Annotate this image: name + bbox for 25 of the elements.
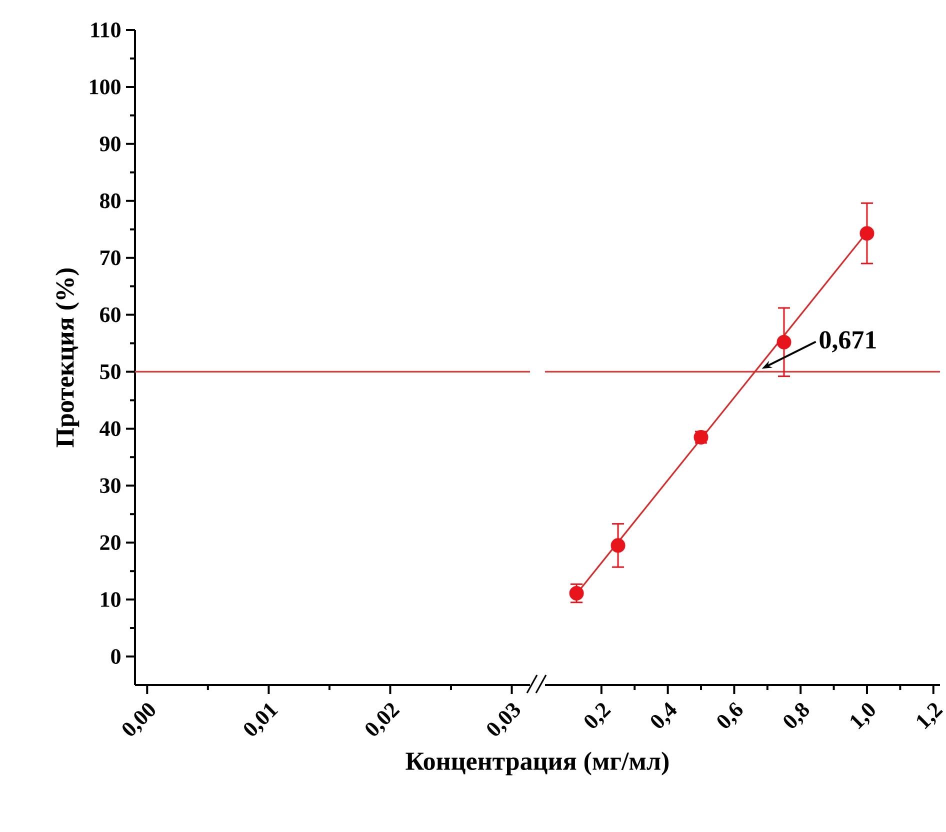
y-tick-label: 10 — [101, 592, 120, 607]
x-axis-title: Концентрация (мг/мл) — [406, 752, 669, 776]
x-tick-label: 0,03 — [487, 703, 520, 736]
y-tick-label: 80 — [100, 193, 120, 208]
x-tick-label: 0,4 — [651, 702, 677, 728]
x-tick-label: 0,8 — [784, 702, 810, 728]
y-tick-label: 110 — [91, 22, 120, 38]
y-tick-label: 50 — [100, 364, 120, 380]
x-tick-label: 1,0 — [850, 703, 875, 730]
x-tick-label: 0,2 — [584, 703, 612, 728]
x-tick-label: 1,2 — [916, 703, 943, 730]
x-tick-label: 0,6 — [717, 702, 743, 728]
x-tick-label: 0,02 — [366, 703, 400, 736]
x-tick-label: 0,01 — [244, 703, 278, 736]
annotation: 0,671 — [820, 331, 876, 352]
y-tick-label: 20 — [100, 535, 120, 550]
y-axis-title: Протекция (%) — [56, 268, 80, 448]
y-tick-label: 60 — [100, 307, 120, 322]
y-tick-label: 40 — [100, 421, 120, 436]
y-tick-label: 0 — [111, 649, 120, 664]
y-tick-label: 100 — [90, 80, 120, 94]
x-tick-label: 0,00 — [122, 703, 156, 736]
y-tick-label: 30 — [100, 478, 120, 494]
y-tick-label: 70 — [100, 250, 120, 266]
y-tick-label: 90 — [100, 136, 120, 152]
